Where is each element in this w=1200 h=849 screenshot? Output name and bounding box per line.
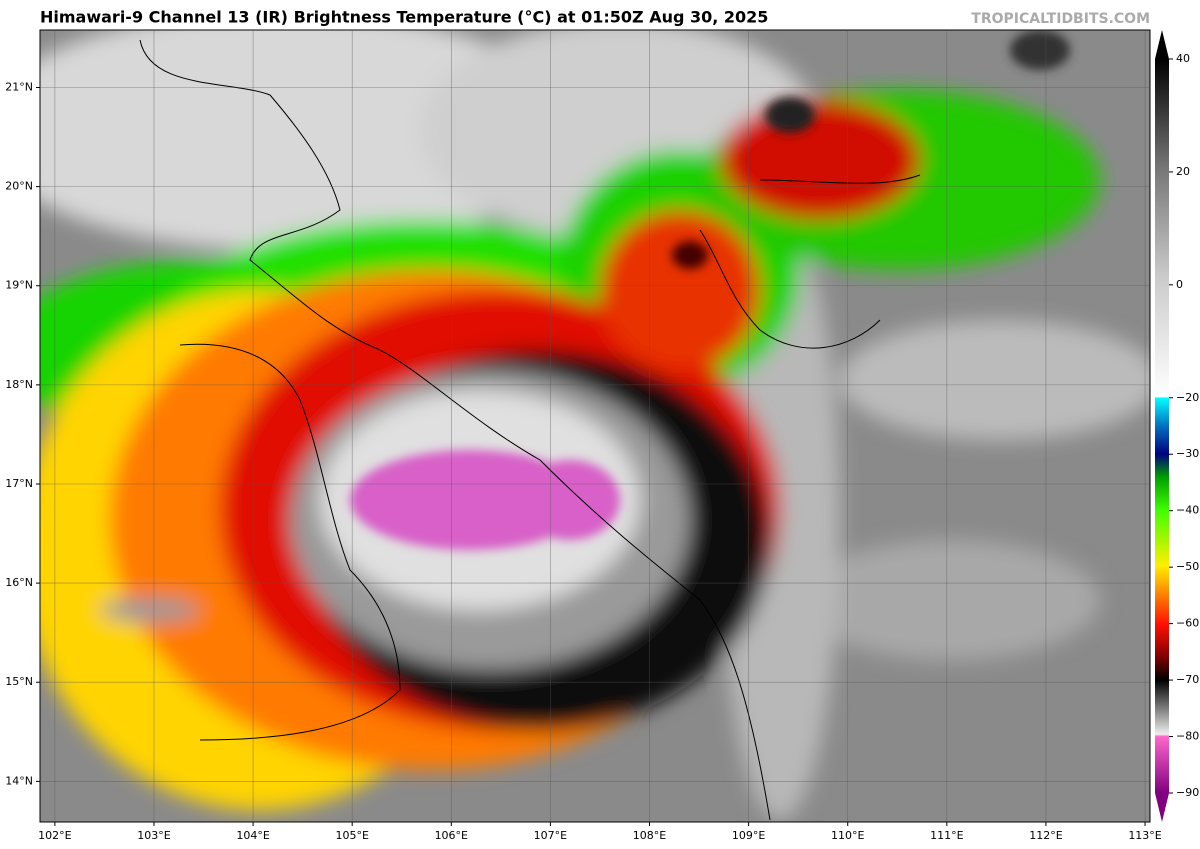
colorbar-tick-label: −40 [1176, 504, 1199, 517]
lat-tick-label: 19°N [5, 279, 33, 292]
colorbar-extend-bottom [1155, 793, 1169, 822]
lat-tick-label: 15°N [5, 675, 33, 688]
lon-tick-label: 110°E [831, 829, 864, 842]
title: Himawari-9 Channel 13 (IR) Brightness Te… [40, 8, 768, 27]
colorbar-tick-label: −80 [1176, 730, 1199, 743]
colorbar-tick-label: −30 [1176, 447, 1199, 460]
lon-tick-label: 104°E [236, 829, 269, 842]
lat-tick-label: 16°N [5, 576, 33, 589]
lat-tick-label: 21°N [5, 80, 33, 93]
lat-tick-label: 20°N [5, 180, 33, 193]
lon-tick-label: 107°E [534, 829, 567, 842]
colorbar-tick-label: −60 [1176, 617, 1199, 630]
lon-tick-label: 111°E [930, 829, 963, 842]
lon-tick-label: 106°E [435, 829, 468, 842]
colorbar-tick-label: −90 [1176, 786, 1199, 799]
colorbar-extend-top [1155, 30, 1169, 59]
colorbar-tick-label: 40 [1176, 52, 1190, 65]
colorbar-tick-label: −50 [1176, 560, 1199, 573]
colorbar-tick-label: 0 [1176, 278, 1183, 291]
lat-tick-label: 18°N [5, 378, 33, 391]
lon-tick-label: 108°E [633, 829, 666, 842]
colorbar [1155, 59, 1169, 793]
satellite-image [40, 30, 1150, 822]
colorbar-tick-label: 20 [1176, 165, 1190, 178]
lon-tick-label: 109°E [732, 829, 765, 842]
lat-tick-label: 17°N [5, 477, 33, 490]
lon-tick-label: 102°E [38, 829, 71, 842]
lat-tick-label: 14°N [5, 774, 33, 787]
lon-tick-label: 112°E [1029, 829, 1062, 842]
lon-tick-label: 105°E [335, 829, 368, 842]
lon-tick-label: 103°E [137, 829, 170, 842]
watermark: TROPICALTIDBITS.COM [971, 11, 1150, 27]
lon-tick-label: 113°E [1128, 829, 1161, 842]
map-frame [39, 29, 1151, 823]
colorbar-tick-label: −70 [1176, 673, 1199, 686]
colorbar-tick-label: −20 [1176, 391, 1199, 404]
